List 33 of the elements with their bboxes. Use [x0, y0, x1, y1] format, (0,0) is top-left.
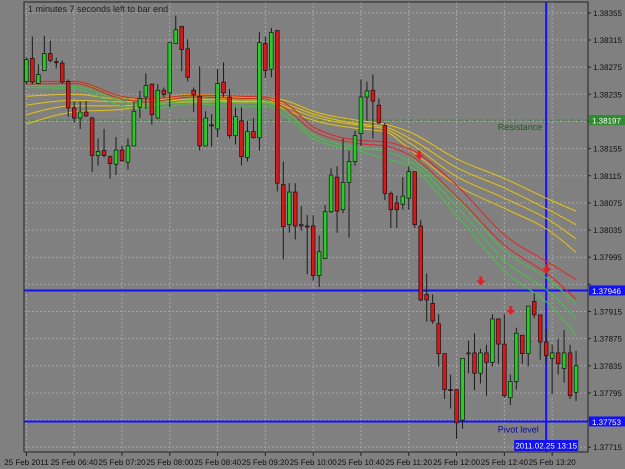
x-tick-label: 25 Feb 13:20 [528, 458, 576, 467]
y-tick-label: 1.37995 [593, 253, 622, 262]
x-tick-label: 25 Feb 11:20 [385, 458, 433, 467]
x-tick-label: 25 Feb 06:40 [50, 458, 98, 467]
x-tick-label: 25 Feb 09:20 [242, 458, 290, 467]
y-tick-label: 1.38355 [593, 8, 622, 18]
annotation: 1 minutes 7 seconds left to bar end [28, 4, 168, 14]
ref-line-label: 2011.02.25 13:15 [515, 442, 578, 450]
x-tick-label: 25 Feb 08:00 [146, 458, 194, 467]
text: 1.37753 [592, 418, 622, 427]
y-tick-label: 1.37835 [593, 362, 622, 371]
y-tick-label: 1.38235 [593, 90, 622, 100]
text: 1.38197 [592, 116, 622, 126]
y-tick-label: 1.38275 [593, 63, 622, 72]
x-tick-label: 25 Feb 12:00 [432, 458, 481, 467]
x-tick-label: 25 Feb 08:40 [194, 458, 242, 467]
x-tick-label: 25 Feb 07:20 [98, 458, 146, 467]
ref-line-label: Pivot level [498, 424, 539, 434]
y-tick-label: 1.37915 [593, 308, 622, 316]
y-tick-label: 1.37715 [593, 443, 622, 452]
y-tick-label: 1.38075 [593, 198, 622, 208]
x-tick-label: 25 Feb 12:40 [480, 458, 528, 467]
y-tick-label: 1.37795 [593, 388, 622, 398]
text: 1.37946 [592, 286, 622, 296]
y-tick-label: 1.38155 [593, 144, 622, 154]
x-tick-label: 25 Feb 2011 [4, 458, 50, 467]
x-tick-label: 25 Feb 10:40 [337, 458, 386, 467]
y-tick-label: 1.38115 [593, 172, 622, 181]
y-tick-label: 1.37875 [593, 334, 622, 344]
y-tick-label: 1.38315 [593, 36, 622, 46]
x-tick-label: 25 Feb 10:00 [290, 458, 338, 467]
y-tick-label: 1.38035 [593, 226, 622, 236]
ref-line-label: Resistance [498, 122, 542, 132]
